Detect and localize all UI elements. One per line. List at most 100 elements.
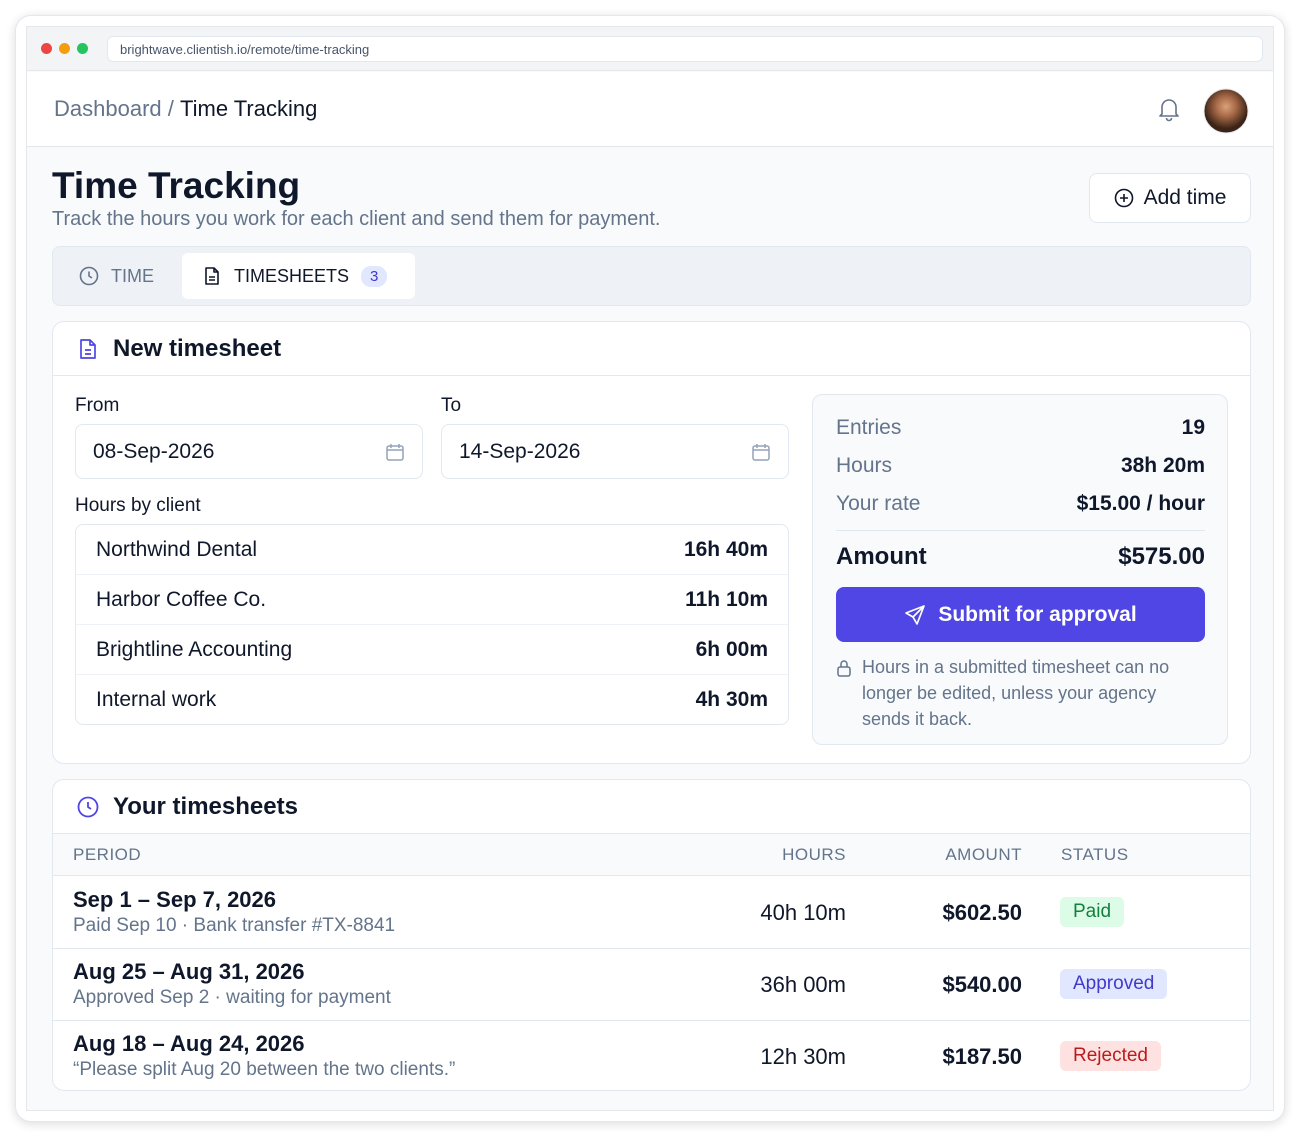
summary-label: Entries: [836, 416, 902, 439]
summary-row: Your rate $15.00 / hour: [836, 492, 1205, 516]
card-header: Your timesheets: [53, 780, 1250, 834]
to-label: To: [441, 395, 462, 416]
client-hours: 11h 10m: [685, 587, 768, 611]
summary-value: 19: [1181, 416, 1205, 439]
client-name: Internal work: [96, 688, 217, 711]
breadcrumb-separator: /: [167, 96, 174, 121]
client-hours: 16h 40m: [683, 537, 768, 561]
clock-icon: [77, 796, 99, 817]
period: Sep 1 – Sep 7, 2026: [73, 887, 277, 912]
calendar-icon: [386, 443, 404, 461]
column-header: STATUS: [1061, 845, 1129, 864]
summary-label: Your rate: [836, 492, 921, 515]
breadcrumb: Dashboard / Time Tracking: [54, 96, 317, 122]
submit-label: Submit for approval: [938, 602, 1137, 626]
from-input[interactable]: 08-Sep-2026: [75, 424, 423, 479]
summary-label: Hours: [836, 454, 893, 477]
clock-icon: [79, 266, 99, 286]
hours: 40h 10m: [760, 900, 846, 925]
tab-label: TIME: [111, 265, 154, 286]
column-header: PERIOD: [73, 845, 142, 864]
from-value: 08-Sep-2026: [93, 439, 215, 463]
summary-panel: Amount $575.00 Submit for approval Hours …: [812, 394, 1228, 745]
client-list: Northwind Dental 16h 40m Harbor Coffee Co.…: [75, 524, 789, 725]
tab-label: TIMESHEETS: [234, 265, 350, 286]
tab-bar: TIME TIMESHEETS 3: [52, 246, 1251, 306]
summary-row: Entries 19: [836, 416, 1205, 440]
bell-icon[interactable]: [1157, 96, 1181, 122]
maximize-dot[interactable]: [77, 43, 88, 54]
client-row: Harbor Coffee Co. 11h 10m: [76, 575, 788, 625]
column-header: HOURS: [782, 845, 846, 864]
client-row: Internal work 4h 30m: [76, 675, 788, 724]
from-label: From: [75, 395, 120, 416]
period: Aug 25 – Aug 31, 2026: [73, 959, 305, 984]
calendar-icon: [752, 443, 770, 461]
period-detail: “Please split Aug 20 between the two cli…: [73, 1059, 456, 1080]
period: Aug 18 – Aug 24, 2026: [73, 1031, 305, 1056]
timesheet-row[interactable]: Sep 1 – Sep 7, 2026 Paid Sep 10 · Bank tr…: [53, 877, 1250, 949]
client-hours: 6h 00m: [695, 637, 768, 661]
plus-icon: [1114, 188, 1133, 208]
breadcrumb-root[interactable]: Dashboard: [54, 96, 162, 121]
new-timesheet-card: New timesheet From To 08-Sep-2026 14-Sep…: [52, 321, 1251, 764]
client-row: Brightline Accounting 6h 00m: [76, 625, 788, 675]
status-badge: Paid: [1060, 897, 1125, 927]
top-header: Dashboard / Time Tracking: [27, 72, 1273, 147]
client-hours: 4h 30m: [695, 688, 768, 711]
submit-button[interactable]: Submit for approval: [836, 587, 1205, 642]
page-subtitle: Track the hours you work for each client…: [52, 208, 661, 230]
period-detail: Paid Sep 10 · Bank transfer #TX-8841: [73, 915, 396, 936]
amount-value: $575.00: [1118, 543, 1205, 570]
divider: [836, 530, 1205, 531]
column-header: AMOUNT: [945, 845, 1022, 864]
timesheet-row[interactable]: Aug 25 – Aug 31, 2026 Approved Sep 2 · wa…: [53, 949, 1250, 1021]
client-row: Northwind Dental 16h 40m: [76, 525, 788, 575]
close-dot[interactable]: [41, 43, 52, 54]
client-name: Harbor Coffee Co.: [96, 587, 267, 611]
browser-toolbar: brightwave.clientish.io/remote/time-trac…: [27, 27, 1273, 71]
amount-row: Amount $575.00: [836, 543, 1205, 571]
tab-time[interactable]: TIME: [59, 253, 174, 299]
card-title: New timesheet: [113, 334, 282, 362]
amount: $187.50: [942, 1044, 1022, 1069]
page-title: Time Tracking: [52, 165, 301, 206]
summary-row: Hours 38h 20m: [836, 454, 1205, 478]
file-icon: [205, 267, 219, 285]
client-name: Brightline Accounting: [96, 637, 293, 661]
status-badge: Rejected: [1060, 1041, 1161, 1071]
hours-by-client-label: Hours by client: [75, 495, 201, 516]
summary-value: $15.00 / hour: [1076, 492, 1205, 515]
to-input[interactable]: 14-Sep-2026: [441, 424, 789, 479]
browser-content: brightwave.clientish.io/remote/time-trac…: [26, 26, 1274, 1111]
lock-icon: [837, 660, 851, 677]
timesheets-card: Your timesheets PERIOD HOURS AMOUNT STAT…: [52, 779, 1251, 1091]
summary-value: 38h 20m: [1120, 454, 1205, 477]
card-title: Your timesheets: [113, 792, 298, 820]
period-detail: Approved Sep 2 · waiting for payment: [73, 987, 391, 1008]
file-icon: [80, 338, 96, 359]
to-value: 14-Sep-2026: [459, 439, 581, 463]
minimize-dot[interactable]: [59, 43, 70, 54]
tab-timesheets[interactable]: TIMESHEETS 3: [182, 253, 415, 299]
hours: 36h 00m: [760, 972, 846, 997]
client-name: Northwind Dental: [96, 537, 258, 561]
send-icon: [905, 604, 926, 625]
add-time-label: Add time: [1143, 186, 1227, 209]
add-time-button[interactable]: Add time: [1089, 173, 1251, 223]
tab-count: 3: [361, 265, 388, 287]
amount: $602.50: [942, 900, 1022, 925]
timesheet-row[interactable]: Aug 18 – Aug 24, 2026 “Please split Aug 2…: [53, 1021, 1250, 1090]
avatar[interactable]: [1203, 88, 1249, 134]
amount-label: Amount: [836, 543, 927, 570]
status-badge: Approved: [1060, 969, 1168, 999]
amount: $540.00: [942, 972, 1022, 997]
card-header: New timesheet: [53, 322, 1250, 376]
hours: 12h 30m: [760, 1044, 846, 1069]
breadcrumb-current: Time Tracking: [180, 96, 318, 121]
table-header: PERIOD HOURS AMOUNT STATUS: [53, 834, 1250, 876]
url-bar[interactable]: brightwave.clientish.io/remote/time-trac…: [107, 36, 1263, 62]
lock-note: Hours in a submitted timesheet can no lo…: [862, 657, 1170, 729]
